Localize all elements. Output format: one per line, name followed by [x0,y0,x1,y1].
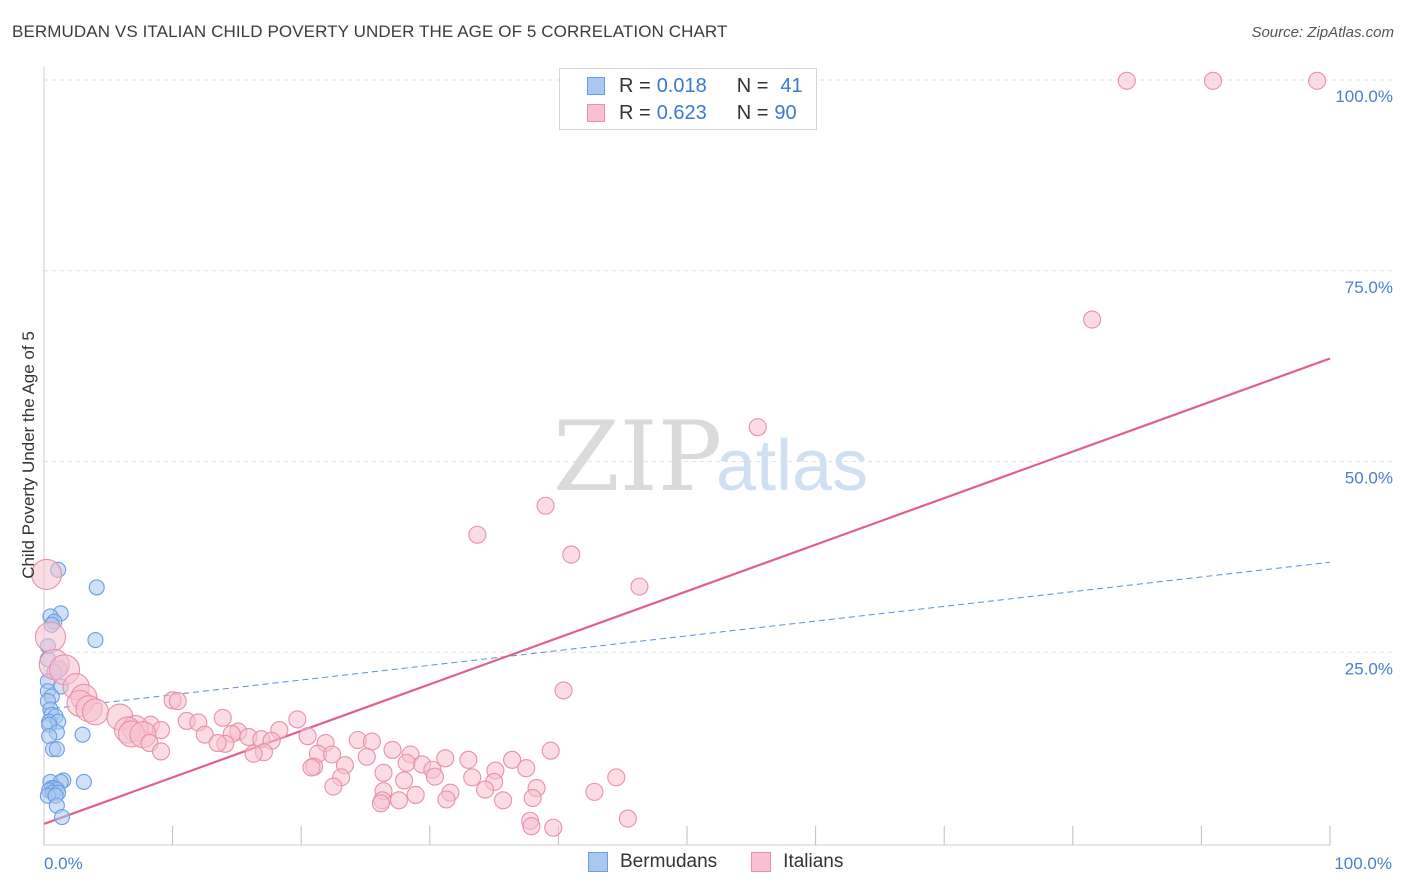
legend-n-label: N = [736,74,769,97]
legend-n-value: 41 [780,74,803,97]
point-italians [1117,71,1136,90]
point-italians [208,733,227,753]
legend-r-label: R = [619,74,651,97]
point-italians [383,740,402,759]
legend-n-label: N = [736,101,769,124]
chart-title: BERMUDAN VS ITALIAN CHILD POVERTY UNDER … [12,22,728,41]
x-tick-label-min: 0.0% [44,854,83,873]
point-italians [395,771,414,790]
point-bermudans [88,579,105,596]
x-tick-label-max: 100.0% [1334,854,1392,873]
legend-swatch-italians [587,104,605,122]
y-tick-label: 50.0% [1345,469,1393,488]
point-italians [554,681,573,700]
point-italians [151,742,171,761]
point-italians [244,744,263,763]
point-italians [522,817,541,836]
point-italians [389,791,408,810]
gridlines [44,79,1392,653]
trend-line-bermudans [43,561,1331,710]
point-italians [374,763,393,782]
point-italians [517,759,536,778]
point-italians [397,753,416,772]
y-axis-label: Child Poverty Under the Age of 5 [19,331,38,579]
point-italians [463,768,482,787]
point-italians [436,749,455,768]
point-italians [607,768,626,787]
y-tick-label: 75.0% [1345,278,1393,297]
legend-row-bermudans: R = 0.018 N = 41 [560,73,803,99]
point-italians [1203,71,1223,90]
series-swatch-italians [751,852,772,872]
point-italians [298,727,317,746]
legend-n-value: 90 [774,101,797,124]
point-italians [31,558,63,590]
point-italians [425,767,444,786]
point-italians [468,525,487,544]
point-italians [362,732,381,751]
series-swatch-bermudans [588,852,608,872]
legend-r-value: 0.623 [656,101,707,124]
legend-r-label: R = [619,101,651,124]
data-points [31,71,1327,837]
legend-r-value: 0.018 [656,74,707,97]
point-italians [324,777,343,796]
series-label-italians: Italians [783,851,844,872]
point-italians [288,710,307,729]
y-tick-label: 100.0% [1335,87,1393,106]
point-italians [1308,71,1327,90]
series-legend: Bermudans Italians [588,851,877,873]
point-bermudans [53,809,71,826]
point-bermudans [48,741,65,758]
point-italians [541,741,560,760]
point-italians [323,745,342,764]
point-italians [562,545,581,564]
series-label-bermudans: Bermudans [620,851,718,872]
point-italians [503,750,522,769]
series-legend-bermudans[interactable]: Bermudans [588,851,717,873]
point-italians [406,785,425,804]
stats-legend: R = 0.018 N = 41 R = 0.623 N = 90 [559,68,817,130]
point-italians [302,758,321,777]
point-italians [476,780,495,799]
point-italians [748,418,767,437]
point-italians [371,794,390,813]
watermark-zip: ZIP [553,401,722,513]
point-italians [81,698,109,726]
point-italians [1083,310,1102,329]
point-italians [523,788,542,808]
point-italians [213,708,232,727]
point-italians [437,790,456,809]
point-italians [585,782,604,801]
point-bermudans [74,726,91,743]
point-bermudans [87,631,104,649]
point-italians [494,791,513,810]
legend-row-italians: R = 0.623 N = 90 [560,100,797,126]
point-italians [357,747,376,766]
source-credit: Source: ZipAtlas.com [1251,24,1394,41]
point-italians [195,725,214,744]
point-italians [34,621,66,653]
watermark-atlas: atlas [716,426,868,506]
point-italians [630,577,649,596]
point-italians [168,692,187,711]
point-italians [618,809,637,828]
y-tick-label: 25.0% [1345,659,1393,678]
point-italians [459,750,478,769]
series-legend-italians[interactable]: Italians [751,851,843,873]
point-bermudans [75,773,92,791]
legend-swatch-bermudans [587,77,605,95]
point-italians [544,818,563,837]
watermark: ZIP atlas [553,401,868,513]
tick-labels: 25.0% 50.0% 75.0% 100.0% 0.0% 100.0% [44,87,1393,873]
point-italians [536,496,555,515]
